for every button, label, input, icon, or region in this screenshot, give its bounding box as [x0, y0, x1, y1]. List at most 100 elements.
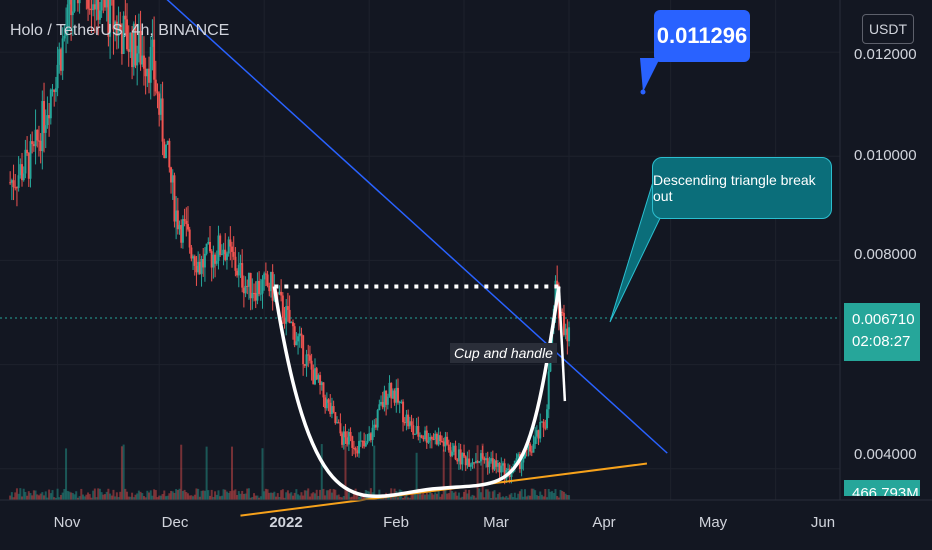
candle-body — [478, 461, 481, 463]
volume-bar — [303, 490, 306, 500]
candle-body — [48, 115, 51, 119]
volume-bar — [452, 492, 455, 500]
candle-body — [420, 435, 423, 438]
cup-and-handle-label[interactable]: Cup and handle — [450, 343, 557, 363]
candle-body — [244, 285, 247, 294]
candle-body — [183, 219, 186, 221]
volume-bar — [21, 496, 24, 500]
candle-body — [232, 251, 235, 257]
volume-bar — [247, 488, 250, 500]
candle-body — [212, 254, 215, 268]
candle-body — [276, 293, 279, 295]
volume-bar — [186, 493, 189, 500]
volume-bar — [508, 494, 511, 500]
candle-body — [115, 21, 118, 36]
volume-bar — [339, 496, 342, 500]
volume-bar — [234, 489, 237, 500]
volume-bar — [286, 490, 289, 500]
volume-bar — [485, 489, 488, 500]
volume-bar — [251, 497, 254, 500]
handle-line — [557, 286, 567, 402]
volume-bar — [97, 488, 100, 500]
volume-bar — [557, 497, 560, 500]
volume-bar — [493, 490, 496, 500]
volume-bar — [22, 488, 25, 500]
y-tick: 0.004000 — [854, 446, 917, 463]
candle-body — [529, 443, 532, 452]
candle-body — [107, 0, 110, 37]
candle-body — [173, 175, 176, 222]
volume-bar — [51, 490, 54, 500]
candle-body — [22, 173, 25, 181]
candle-body — [381, 401, 384, 408]
candle-body — [122, 15, 125, 54]
candle-body — [37, 140, 40, 142]
candle-body — [368, 433, 371, 441]
volume-bar — [65, 448, 68, 500]
candle-body — [164, 144, 167, 159]
candle-body — [498, 462, 501, 473]
volume-bar — [568, 495, 571, 500]
volume-bar — [156, 497, 159, 500]
volume-bar — [396, 497, 399, 500]
volume-bar — [564, 493, 567, 500]
candle-body — [280, 291, 283, 296]
candle-body — [471, 462, 474, 465]
volume-bar — [410, 494, 413, 500]
volume-bar — [300, 492, 303, 500]
candle-body — [146, 68, 149, 77]
candle-body — [186, 224, 189, 230]
candle-body — [391, 390, 394, 399]
volume-bar — [148, 492, 151, 500]
volume-bar — [59, 494, 62, 500]
candle-body — [527, 443, 530, 450]
candle-body — [419, 435, 421, 437]
candle-body — [337, 422, 340, 424]
candle-body — [168, 140, 171, 168]
x-tick: Apr — [592, 514, 616, 531]
volume-bar — [10, 492, 13, 500]
volume-bar — [26, 495, 29, 500]
volume-bar — [31, 495, 34, 500]
volume-bar — [373, 445, 376, 500]
volume-bar — [344, 444, 347, 500]
currency-button[interactable]: USDT — [862, 14, 914, 44]
volume-bar — [159, 495, 162, 500]
volume-bar — [104, 494, 106, 500]
candle-body — [320, 382, 323, 386]
candle-body — [452, 445, 455, 452]
volume-bar — [93, 488, 96, 500]
volume-bar — [486, 489, 489, 500]
price-bubble[interactable]: 0.011296 — [654, 10, 750, 62]
candle-body — [363, 441, 366, 447]
candle-body — [564, 328, 567, 335]
candle-body — [269, 271, 272, 292]
volume-bar — [412, 494, 415, 500]
volume-bar — [461, 496, 464, 500]
candle-body — [295, 341, 298, 346]
candle-body — [485, 458, 488, 461]
candle-body — [141, 55, 144, 65]
volume-bar — [293, 492, 296, 500]
candle-body — [369, 433, 372, 440]
candle-body — [441, 441, 444, 443]
candle-body — [112, 0, 115, 30]
volume-bar — [429, 488, 432, 500]
volume-bar — [549, 491, 552, 500]
candle-body — [249, 272, 252, 299]
breakout-callout[interactable]: Descending triangle break out — [652, 157, 832, 219]
volume-bars — [9, 443, 571, 500]
candle-body — [198, 261, 201, 274]
volume-bar — [520, 489, 523, 500]
volume-tag: 466.793M — [844, 480, 920, 496]
candle-body — [339, 423, 342, 434]
candle-body — [562, 312, 565, 335]
volume-bar — [132, 497, 135, 500]
volume-bar — [407, 497, 410, 500]
volume-bar — [43, 495, 46, 500]
volume-bar — [268, 492, 271, 500]
volume-bar — [120, 446, 123, 500]
volume-bar — [253, 493, 256, 500]
volume-bar — [210, 489, 213, 500]
